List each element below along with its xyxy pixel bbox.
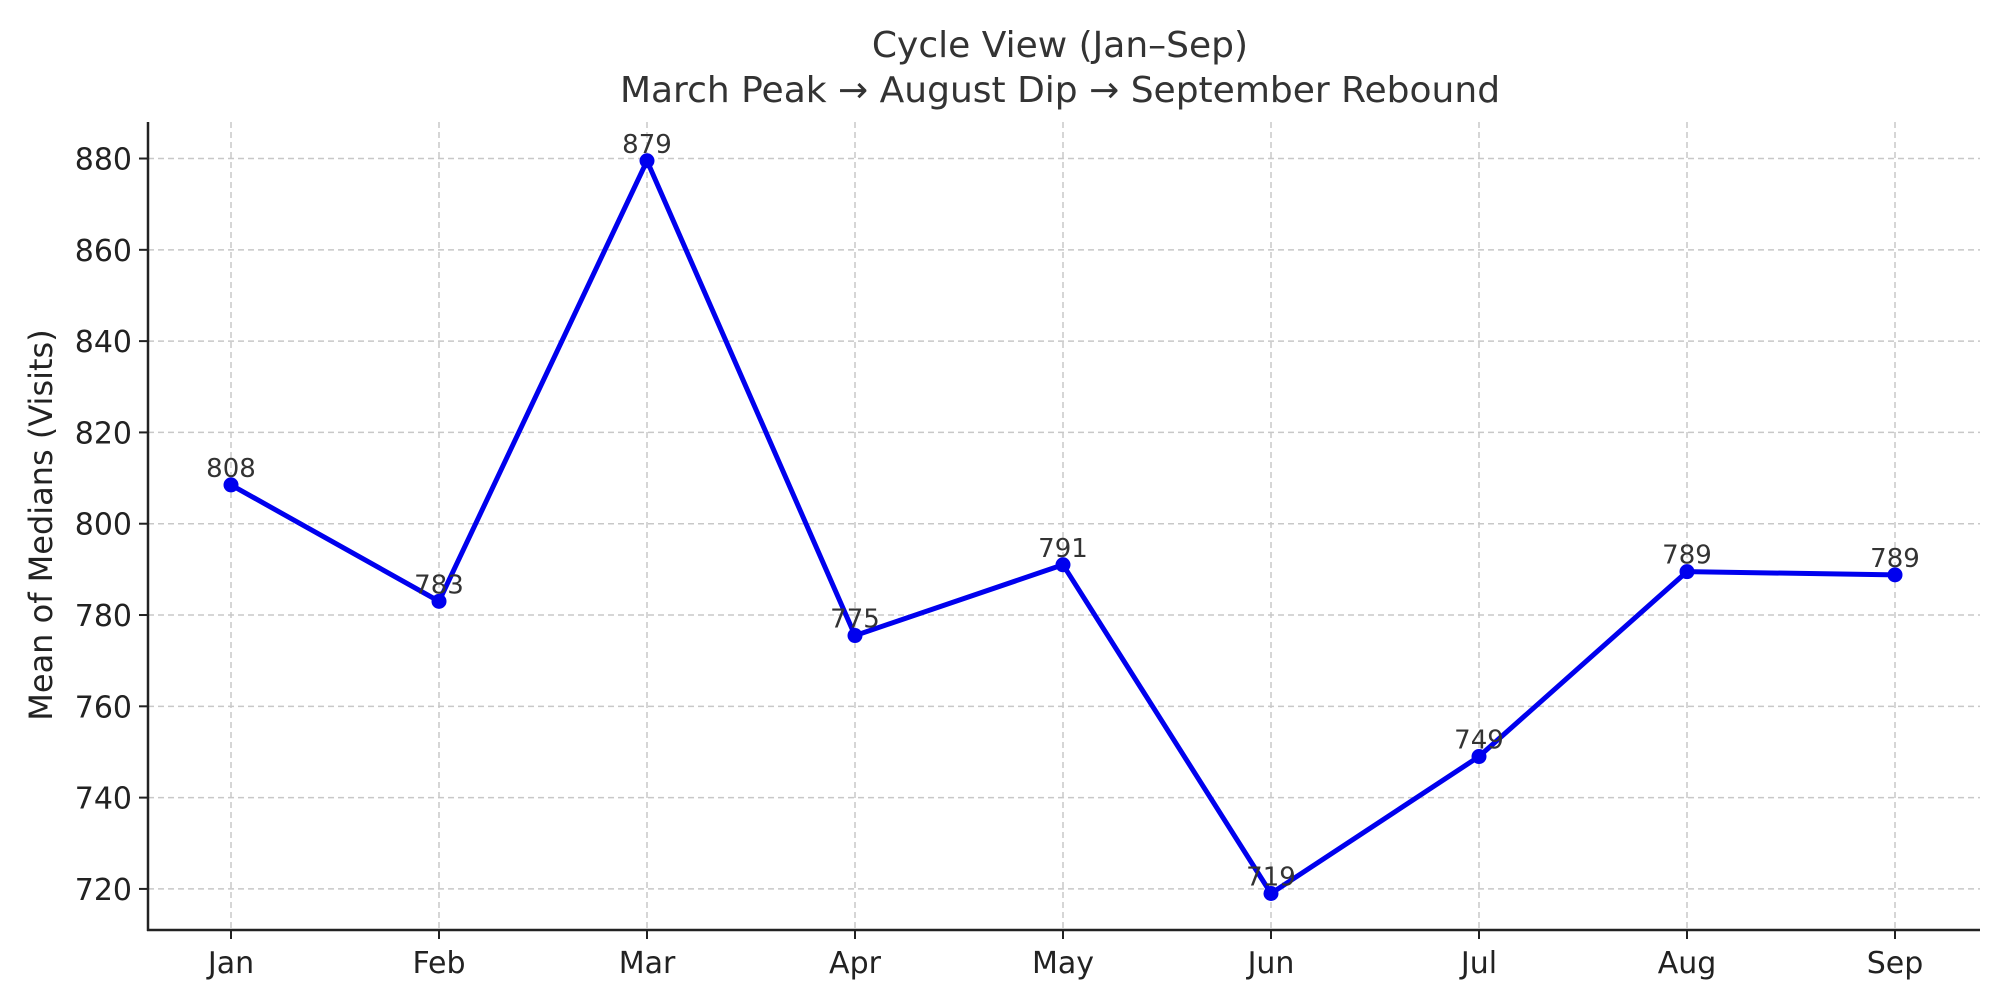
series-layer xyxy=(223,153,1903,901)
data-point xyxy=(223,477,239,493)
x-tick-label: Feb xyxy=(412,946,465,981)
x-tick-label: Aug xyxy=(1658,946,1717,981)
y-tick-label: 780 xyxy=(75,599,132,634)
y-tick-label: 860 xyxy=(75,234,132,269)
axes xyxy=(139,122,1980,939)
data-label: 789 xyxy=(1870,544,1920,574)
data-label: 879 xyxy=(622,130,672,160)
data-point xyxy=(1471,749,1487,765)
y-tick-label: 720 xyxy=(75,873,132,908)
x-tick-label: Mar xyxy=(619,946,676,981)
data-label: 749 xyxy=(1454,726,1504,756)
chart-title: Cycle View (Jan–Sep) xyxy=(872,25,1248,66)
data-point xyxy=(1263,885,1279,901)
y-axis-label: Mean of Medians (Visits) xyxy=(22,329,60,720)
y-tick-label: 820 xyxy=(75,416,132,451)
x-tick-label: Jan xyxy=(206,946,254,981)
data-labels: 808 783 879 775 791 719 749 789 789 xyxy=(206,130,1920,893)
x-tick-label: Sep xyxy=(1867,946,1924,981)
y-tick-label: 740 xyxy=(75,782,132,817)
data-label: 791 xyxy=(1038,534,1088,564)
data-label: 789 xyxy=(1662,541,1712,571)
data-point xyxy=(431,593,447,609)
data-point xyxy=(639,153,655,169)
data-point xyxy=(847,628,863,644)
data-point xyxy=(1887,567,1903,583)
x-tick-label: Jun xyxy=(1246,946,1295,981)
x-tick-label: Jul xyxy=(1459,946,1497,981)
y-tick-label: 800 xyxy=(75,508,132,543)
grid-lines xyxy=(148,122,1980,930)
x-tick-label: Apr xyxy=(829,946,882,981)
x-tick-label: May xyxy=(1032,946,1094,981)
data-label: 783 xyxy=(414,570,464,600)
data-label: 775 xyxy=(830,605,880,635)
y-tick-label: 840 xyxy=(75,325,132,360)
y-tick-label: 880 xyxy=(75,143,132,178)
data-label: 808 xyxy=(206,454,256,484)
data-point xyxy=(1679,564,1695,580)
data-label: 719 xyxy=(1246,862,1296,892)
y-tick-label: 760 xyxy=(75,690,132,725)
chart-subtitle: March Peak → August Dip → September Rebo… xyxy=(620,70,1500,111)
data-point xyxy=(1055,557,1071,573)
tick-labels: 720 740 760 780 800 820 840 860 880 Jan Feb Mar Apr M… xyxy=(75,143,1924,981)
